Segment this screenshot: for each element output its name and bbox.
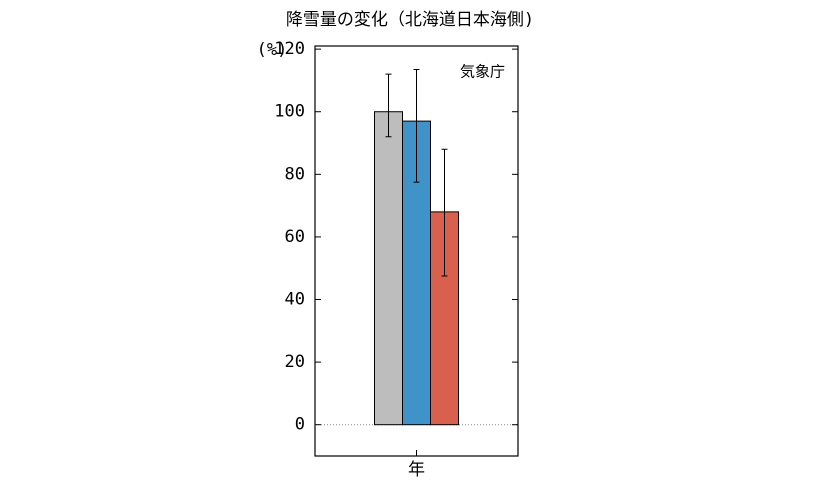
error-bar [441, 148, 448, 277]
x-tick-label: 年 [408, 460, 425, 480]
annotation: 気象庁 [460, 63, 505, 81]
error-bar [385, 73, 392, 138]
y-tick-label: 80 [285, 164, 305, 184]
y-tick-label: 120 [274, 39, 305, 59]
error-bar [413, 68, 420, 183]
y-tick-label: 0 [295, 415, 305, 435]
chart-title: 降雪量の変化（北海道日本海側) [286, 10, 534, 30]
bar [374, 111, 403, 426]
y-tick-label: 20 [285, 352, 305, 372]
y-tick-label: 100 [274, 102, 305, 122]
y-tick-label: 60 [285, 227, 305, 247]
y-tick-label: 40 [285, 290, 305, 310]
y-axis-label: (%) [257, 40, 288, 60]
